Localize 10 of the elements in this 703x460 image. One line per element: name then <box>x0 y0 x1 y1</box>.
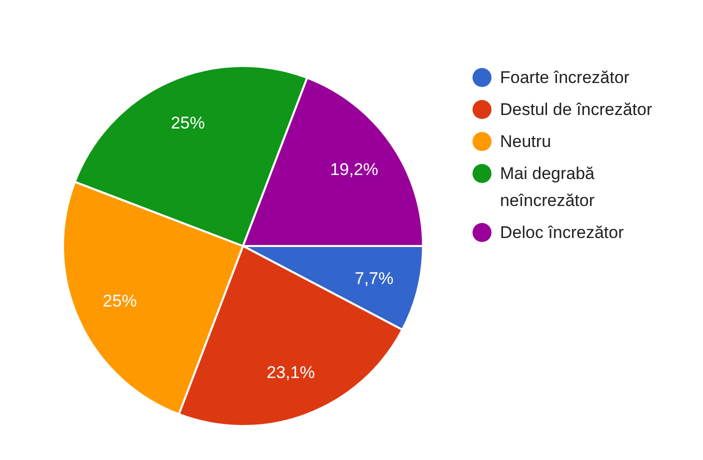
data-label: 25% <box>170 113 205 132</box>
legend-label: Mai degrabă neîncrezător <box>500 163 596 212</box>
data-label: 19,2% <box>330 160 378 179</box>
legend-label: Deloc încrezător <box>500 222 624 244</box>
data-label: 7,7% <box>354 268 394 288</box>
legend-label: Foarte încrezător <box>500 67 630 89</box>
data-label: 23,1% <box>266 362 315 382</box>
legend-label: Destul de încrezător <box>500 99 652 121</box>
data-label: 25% <box>102 292 137 311</box>
legend-label: Neutru <box>500 131 552 153</box>
